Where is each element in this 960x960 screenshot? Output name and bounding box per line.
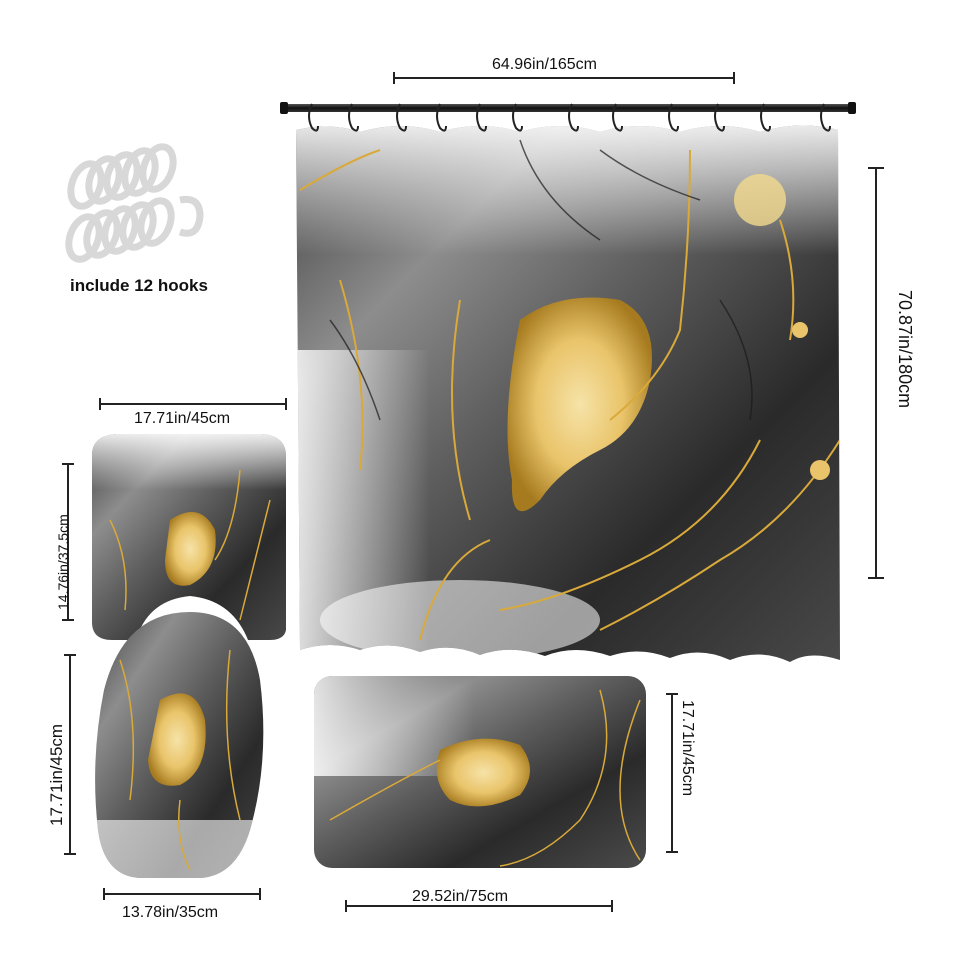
- bath-mat-height-label: 17.71in/45cm: [679, 700, 696, 797]
- contour-mat-width-dimension-line: [103, 888, 261, 900]
- contour-mat: [95, 612, 264, 878]
- lid-cover-width-label: 17.71in/45cm: [134, 410, 231, 427]
- curtain-height-label: 70.87in/180cm: [895, 290, 915, 409]
- bath-mat-width-dimension-line: [345, 900, 613, 912]
- bath-mat-height-dimension-line: [666, 693, 678, 853]
- curtain-width-dimension-line: [393, 72, 735, 84]
- curtain-rod: [280, 102, 856, 114]
- curtain-hooks-row: [308, 103, 831, 132]
- curtain-height-dimension-line: [868, 167, 884, 579]
- contour-mat-height-label: 17.71in/45cm: [47, 723, 66, 826]
- contour-mat-width-label: 13.78in/35cm: [122, 904, 219, 921]
- curtain-width-label: 64.96in/165cm: [492, 56, 597, 73]
- bath-mat: [314, 676, 646, 868]
- shower-curtain: [296, 125, 840, 663]
- lid-cover-height-dimension-line: [62, 463, 74, 621]
- hooks-icon: [65, 143, 204, 263]
- bath-mat-width-label: 29.52in/75cm: [412, 888, 509, 905]
- contour-mat-height-dimension-line: [64, 654, 76, 855]
- lid-cover-height-label: 14.76in/37.5cm: [55, 514, 71, 610]
- lid-cover-width-dimension-line: [99, 398, 287, 410]
- hooks-caption: include 12 hooks: [70, 276, 208, 295]
